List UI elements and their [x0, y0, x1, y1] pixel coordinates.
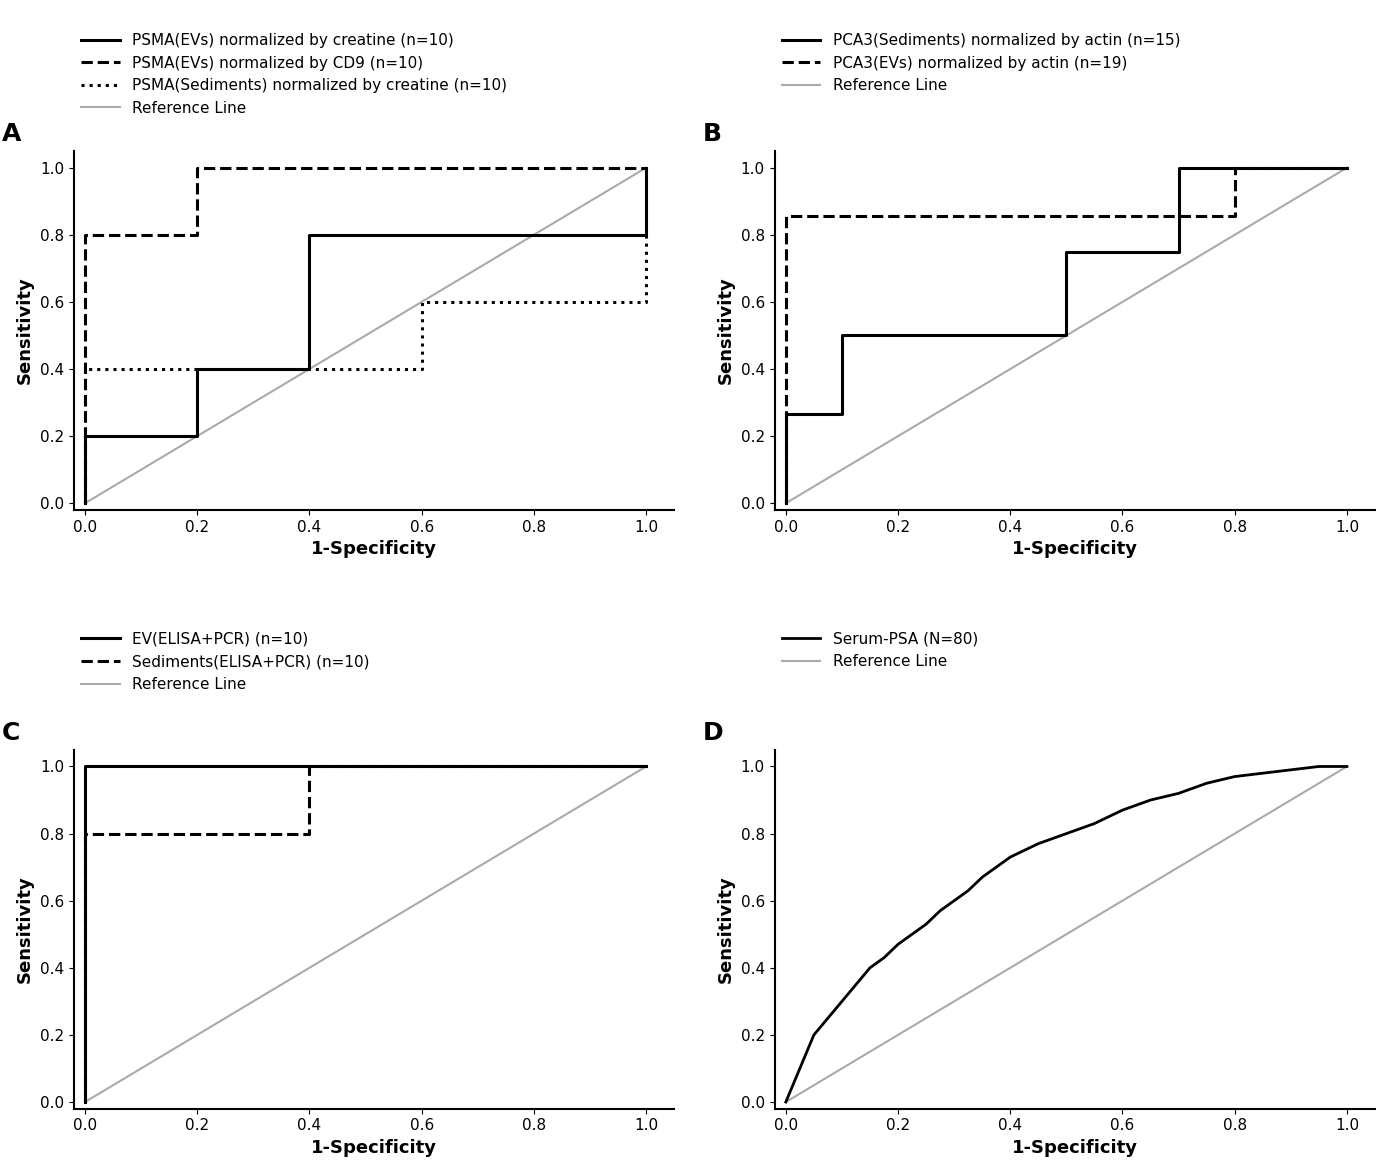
- X-axis label: 1-Specificity: 1-Specificity: [1012, 540, 1138, 558]
- X-axis label: 1-Specificity: 1-Specificity: [311, 540, 436, 558]
- Text: C: C: [1, 721, 19, 745]
- Legend: PSMA(EVs) normalized by creatine (n=10), PSMA(EVs) normalized by CD9 (n=10), PSM: PSMA(EVs) normalized by creatine (n=10),…: [82, 33, 507, 116]
- Y-axis label: Sensitivity: Sensitivity: [17, 875, 35, 983]
- X-axis label: 1-Specificity: 1-Specificity: [311, 1139, 436, 1157]
- Legend: EV(ELISA+PCR) (n=10), Sediments(ELISA+PCR) (n=10), Reference Line: EV(ELISA+PCR) (n=10), Sediments(ELISA+PC…: [82, 632, 370, 691]
- Text: A: A: [1, 122, 21, 146]
- Y-axis label: Sensitivity: Sensitivity: [717, 875, 735, 983]
- Y-axis label: Sensitivity: Sensitivity: [717, 277, 735, 384]
- Legend: PCA3(Sediments) normalized by actin (n=15), PCA3(EVs) normalized by actin (n=19): PCA3(Sediments) normalized by actin (n=1…: [783, 33, 1180, 94]
- Text: D: D: [702, 721, 723, 745]
- Y-axis label: Sensitivity: Sensitivity: [17, 277, 35, 384]
- X-axis label: 1-Specificity: 1-Specificity: [1012, 1139, 1138, 1157]
- Text: B: B: [702, 122, 721, 146]
- Legend: Serum-PSA (N=80), Reference Line: Serum-PSA (N=80), Reference Line: [783, 632, 979, 669]
